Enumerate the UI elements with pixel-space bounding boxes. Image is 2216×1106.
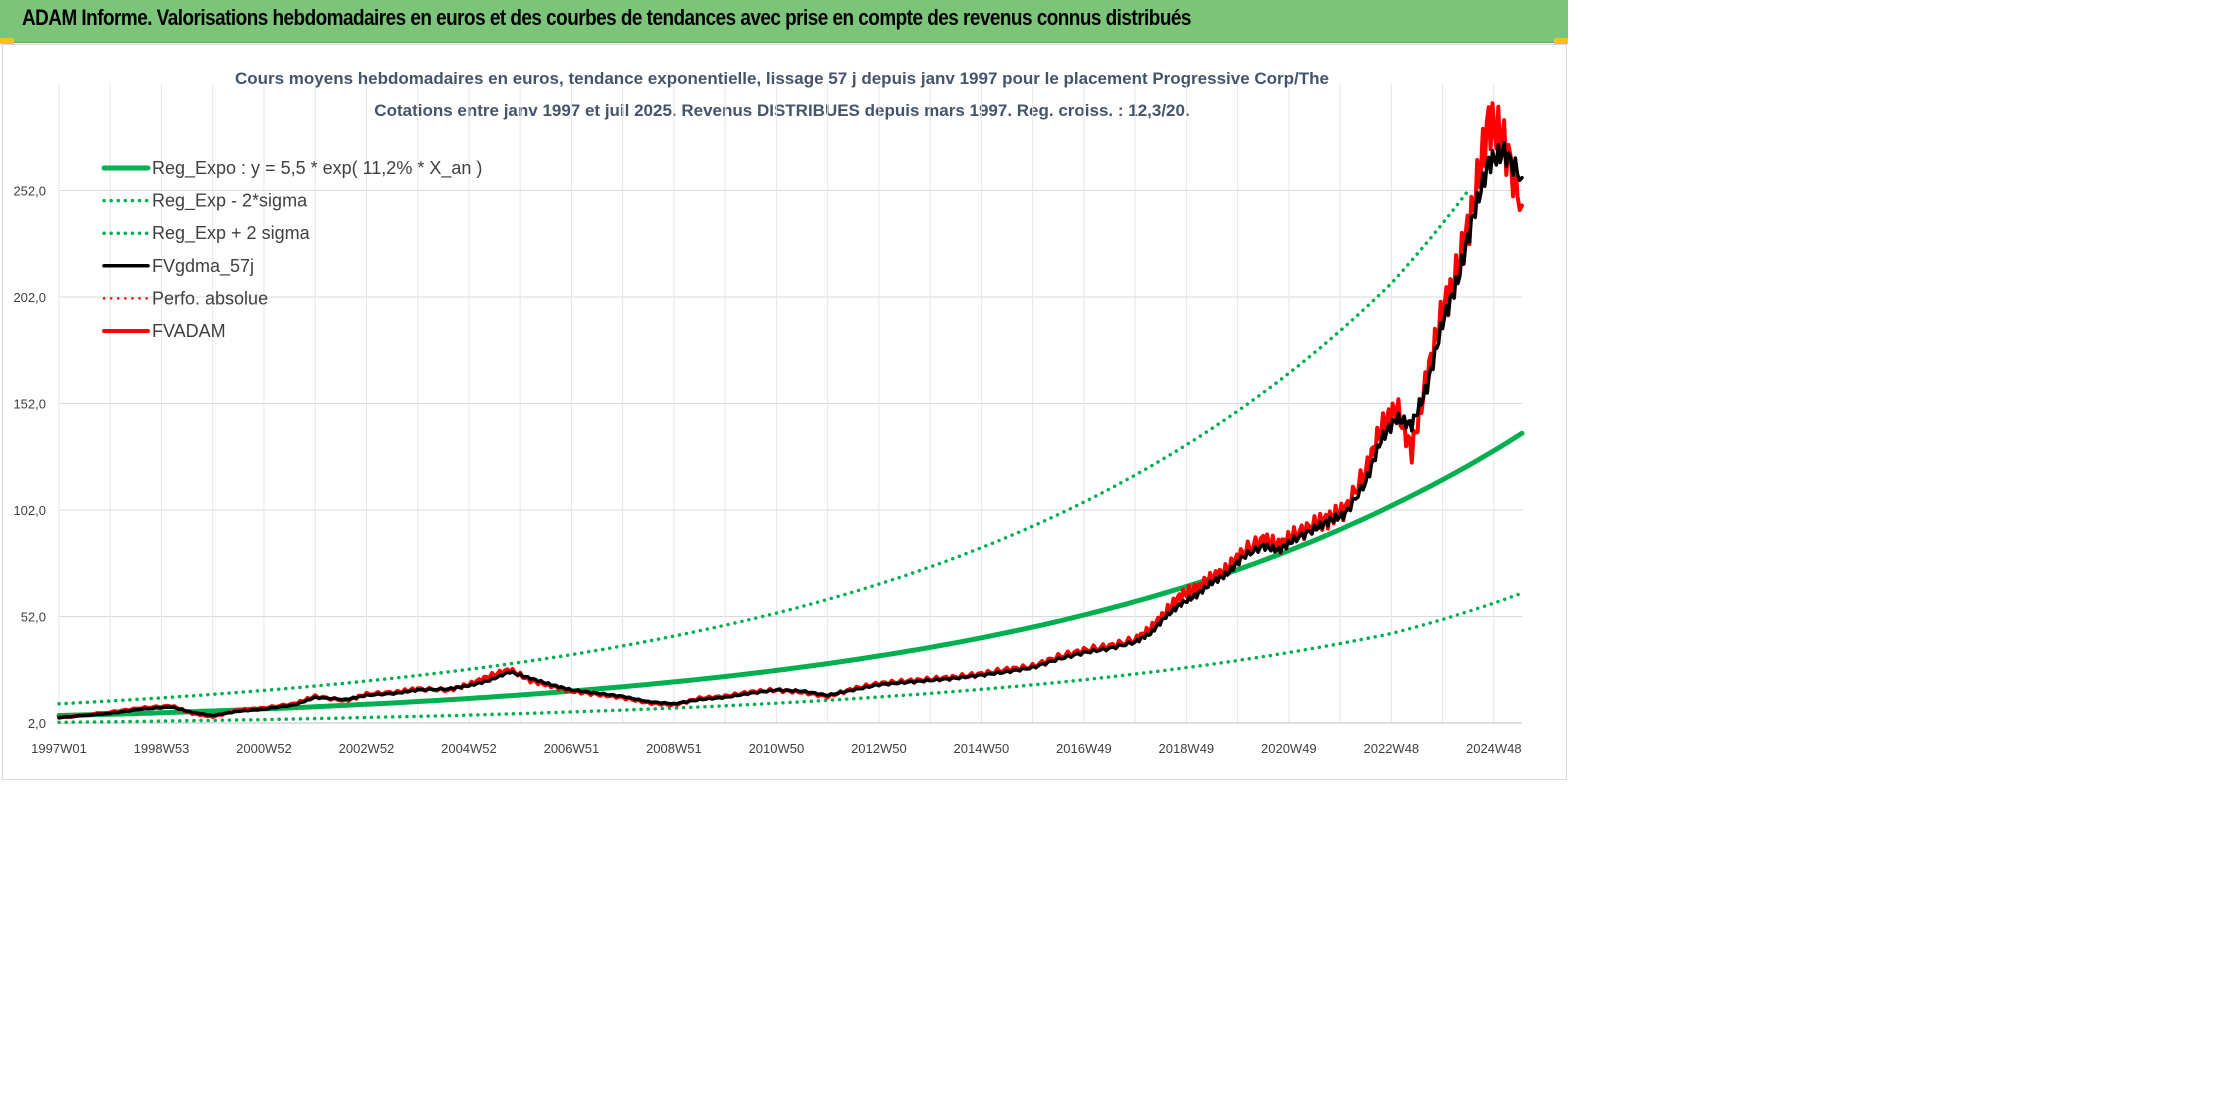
y-tick-label: 52,0 bbox=[21, 610, 46, 625]
legend-label: Reg_Exp - 2*sigma bbox=[152, 191, 308, 212]
y-tick-label: 2,0 bbox=[28, 716, 46, 731]
chart-area: Cours moyens hebdomadaires en euros, ten… bbox=[13, 69, 1525, 756]
x-tick-label: 2004W52 bbox=[441, 741, 497, 756]
x-tick-label: 2002W52 bbox=[339, 741, 395, 756]
x-tick-label: 2022W48 bbox=[1364, 741, 1420, 756]
legend-label: FVgdma_57j bbox=[152, 256, 254, 277]
x-tick-label: 1998W53 bbox=[134, 741, 190, 756]
corner-marker-right bbox=[1554, 38, 1568, 44]
legend-label: Reg_Exp + 2 sigma bbox=[152, 223, 311, 244]
legend-label: Reg_Expo : y = 5,5 * exp( 11,2% * X_an ) bbox=[152, 158, 482, 179]
y-tick-label: 252,0 bbox=[13, 184, 46, 199]
series-line-2 bbox=[57, 591, 1524, 725]
y-tick-label: 102,0 bbox=[13, 503, 46, 518]
series-line-1 bbox=[56, 430, 1525, 718]
y-tick-label: 202,0 bbox=[13, 290, 46, 305]
x-tick-label: 2006W51 bbox=[544, 741, 600, 756]
x-tick-label: 2000W52 bbox=[236, 741, 292, 756]
series-line-3 bbox=[57, 188, 1470, 706]
chart-title-line1: Cours moyens hebdomadaires en euros, ten… bbox=[235, 69, 1329, 88]
chart-frame bbox=[2, 44, 1567, 780]
legend-label: Perfo. absolue bbox=[152, 288, 268, 308]
x-tick-label: 2010W50 bbox=[749, 741, 805, 756]
corner-marker-left bbox=[0, 38, 14, 44]
x-tick-label: 2008W51 bbox=[646, 741, 702, 756]
legend-label: FVADAM bbox=[152, 321, 226, 341]
x-tick-label: 2012W50 bbox=[851, 741, 907, 756]
x-tick-label: 1997W01 bbox=[31, 741, 87, 756]
y-tick-label: 152,0 bbox=[13, 397, 46, 412]
series-line-4 bbox=[57, 141, 1524, 720]
page-title: ADAM Informe. Valorisations hebdomadaire… bbox=[22, 5, 1191, 30]
header-bar: ADAM Informe. Valorisations hebdomadaire… bbox=[0, 0, 1568, 43]
x-tick-label: 2016W49 bbox=[1056, 741, 1112, 756]
x-tick-label: 2014W50 bbox=[954, 741, 1010, 756]
x-tick-label: 2024W48 bbox=[1466, 741, 1522, 756]
chart-title-line2: Cotations entre janv 1997 et juil 2025. … bbox=[374, 101, 1189, 120]
x-tick-label: 2018W49 bbox=[1159, 741, 1215, 756]
x-tick-label: 2020W49 bbox=[1261, 741, 1317, 756]
